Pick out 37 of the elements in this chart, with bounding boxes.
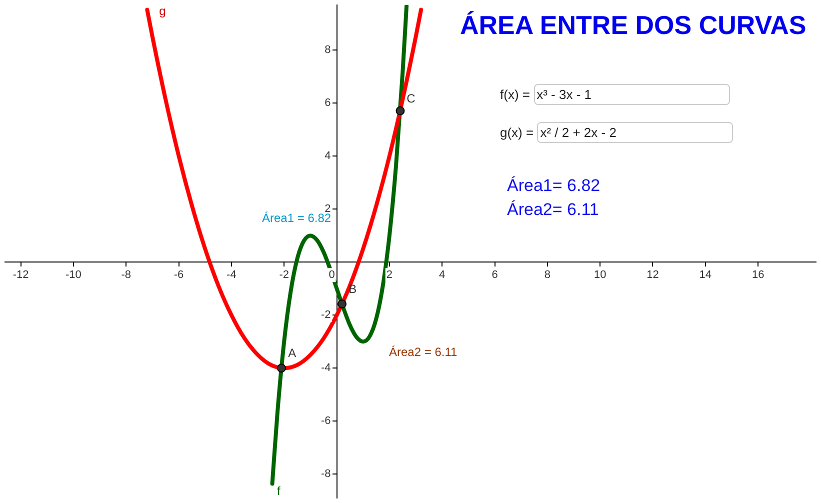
- y-tick-label: -4: [320, 362, 331, 374]
- annotation: f: [277, 484, 280, 498]
- x-tick-label: -4: [226, 269, 236, 282]
- point: [338, 299, 347, 308]
- x-tick-label: 10: [594, 269, 606, 282]
- annotation: Área1= 6.82: [507, 176, 600, 196]
- annotation: C: [406, 91, 416, 106]
- x-tick-label: -12: [12, 269, 29, 282]
- y-tick-label: 4: [324, 150, 331, 162]
- input-field: x³ - 3x - 1: [534, 84, 730, 105]
- point: [396, 106, 405, 116]
- x-tick-label: -6: [174, 269, 184, 282]
- annotation: B: [348, 282, 357, 296]
- annotation: A: [288, 346, 296, 360]
- y-tick-label: 6: [324, 97, 331, 110]
- annotation: Área2 = 6.11: [389, 345, 458, 359]
- x-tick-label: -2: [279, 269, 289, 282]
- x-tick-label: 6: [492, 269, 498, 282]
- annotation: g: [159, 4, 166, 18]
- x-tick-label: -8: [121, 269, 132, 282]
- x-tick-label: 8: [544, 269, 550, 282]
- x-tick-label: -10: [66, 269, 82, 282]
- x-tick-label: 12: [646, 269, 659, 282]
- input-field: x² / 2 + 2x - 2: [537, 122, 734, 143]
- x-tick-label: 2: [386, 269, 392, 282]
- point: [276, 364, 286, 373]
- y-tick-label: -8: [320, 468, 331, 480]
- annotation: Área1 = 6.82: [262, 211, 332, 225]
- y-tick-label: 8: [324, 44, 331, 56]
- x-tick-label: 4: [439, 269, 446, 282]
- x-tick-label: 14: [699, 269, 712, 282]
- annotation: Área2= 6.11: [507, 200, 599, 220]
- x-tick-label: 16: [752, 269, 764, 282]
- y-tick-label: -6: [320, 415, 331, 428]
- y-tick-label: -2: [320, 309, 331, 322]
- chart-title: ÁREA ENTRE DOS CURVAS: [460, 10, 806, 41]
- x-tick-label: 0: [328, 269, 335, 282]
